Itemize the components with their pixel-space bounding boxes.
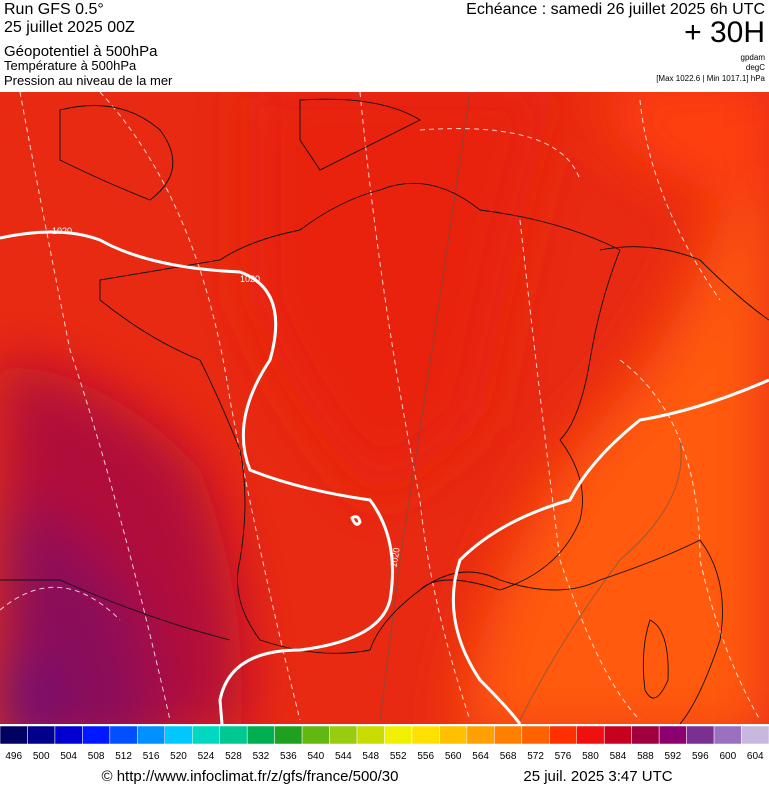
- colorbar-swatch: [246, 725, 275, 745]
- temperature-contours: [0, 92, 761, 721]
- colorbar-swatch: [137, 725, 166, 745]
- colorbar-label: 528: [225, 751, 242, 762]
- unit: [Max 1022.6 | Min 1017.1] hPa: [656, 74, 765, 83]
- colorbar-label: 552: [390, 751, 407, 762]
- field-label: Température à 500hPa: [4, 58, 137, 73]
- colorbar-swatch: [549, 725, 577, 745]
- field-label: Pression au niveau de la mer: [4, 73, 173, 88]
- colorbar-swatch: [686, 725, 715, 745]
- colorbar-label: 508: [88, 751, 105, 762]
- map: [0, 92, 769, 724]
- unit: gpdam: [741, 53, 766, 62]
- colorbar-label: 596: [692, 751, 709, 762]
- colorbar-label: 536: [280, 751, 297, 762]
- colorbar-swatch: [384, 725, 413, 745]
- colorbar-label: 600: [719, 751, 736, 762]
- colorbar-swatch: [301, 725, 330, 745]
- colorbar-label: 588: [637, 751, 654, 762]
- colorbar-swatch: [631, 725, 660, 745]
- run-date: 25 juillet 2025 00Z: [4, 19, 135, 36]
- colorbar-label: 592: [665, 751, 682, 762]
- colorbar-label: 496: [5, 751, 22, 762]
- unit: degC: [746, 63, 765, 72]
- field-shading: [0, 92, 769, 724]
- coastlines: [0, 98, 769, 724]
- isobar-label: 1020: [240, 274, 260, 284]
- colorbar-swatch: [0, 725, 28, 745]
- colorbar-label: 524: [198, 751, 215, 762]
- colorbar-swatch: [466, 725, 495, 745]
- colorbar-swatch: [27, 725, 56, 745]
- colorbar-swatch: [274, 725, 303, 745]
- colorbar-swatch: [109, 725, 138, 745]
- lead-time: + 30H: [684, 16, 765, 49]
- colorbar-label: 532: [253, 751, 270, 762]
- source-credit: © http://www.infoclimat.fr/z/gfs/france/…: [101, 768, 398, 785]
- colorbar-swatch: [603, 725, 632, 745]
- run-title: Run GFS 0.5°: [4, 1, 104, 18]
- colorbar-label: 544: [335, 751, 352, 762]
- isobar-label: 1020: [388, 547, 401, 568]
- colorbar-swatch: [576, 725, 605, 745]
- colorbar-swatch: [356, 725, 385, 745]
- colorbar-label: 564: [472, 751, 489, 762]
- colorbar: 496 500 504 508 512 516 520 524 528 532 536 540 544 5…: [0, 725, 769, 762]
- colorbar-swatch: [82, 725, 111, 745]
- colorbar-label: 540: [307, 751, 324, 762]
- colorbar-label: 556: [417, 751, 434, 762]
- colorbar-label: 576: [555, 751, 572, 762]
- colorbar-swatch: [658, 725, 687, 745]
- colorbar-swatch: [494, 725, 523, 745]
- colorbar-swatch: [713, 725, 742, 745]
- colorbar-swatch: [54, 725, 83, 745]
- colorbar-label: 604: [747, 751, 764, 762]
- colorbar-label: 560: [445, 751, 462, 762]
- colorbar-label: 548: [362, 751, 379, 762]
- colorbar-swatch: [439, 725, 468, 745]
- colorbar-label: 504: [60, 751, 77, 762]
- colorbar-label: 584: [610, 751, 627, 762]
- colorbar-swatch: [411, 725, 440, 745]
- colorbar-swatch: [521, 725, 550, 745]
- isobar-label: 1020: [52, 226, 72, 236]
- colorbar-label: 572: [527, 751, 544, 762]
- colorbar-swatch: [741, 725, 769, 745]
- colorbar-label: 580: [582, 751, 599, 762]
- isobar-labels: 1020 1020 1020: [52, 226, 402, 568]
- colorbar-label: 568: [500, 751, 517, 762]
- colorbar-label: 520: [170, 751, 187, 762]
- colorbar-label: 516: [143, 751, 160, 762]
- valid-time: Echéance : samedi 26 juillet 2025 6h UTC: [466, 1, 765, 18]
- field-label: Géopotentiel à 500hPa: [4, 43, 158, 60]
- colorbar-swatch: [192, 725, 220, 745]
- colorbar-swatch: [219, 725, 248, 745]
- generated-time: 25 juil. 2025 3:47 UTC: [523, 768, 672, 785]
- geopotential-contours: [379, 92, 682, 721]
- colorbar-label: 500: [33, 751, 50, 762]
- colorbar-swatch: [164, 725, 193, 745]
- colorbar-label: 512: [115, 751, 132, 762]
- isobars: [0, 230, 769, 724]
- colorbar-swatch: [329, 725, 358, 745]
